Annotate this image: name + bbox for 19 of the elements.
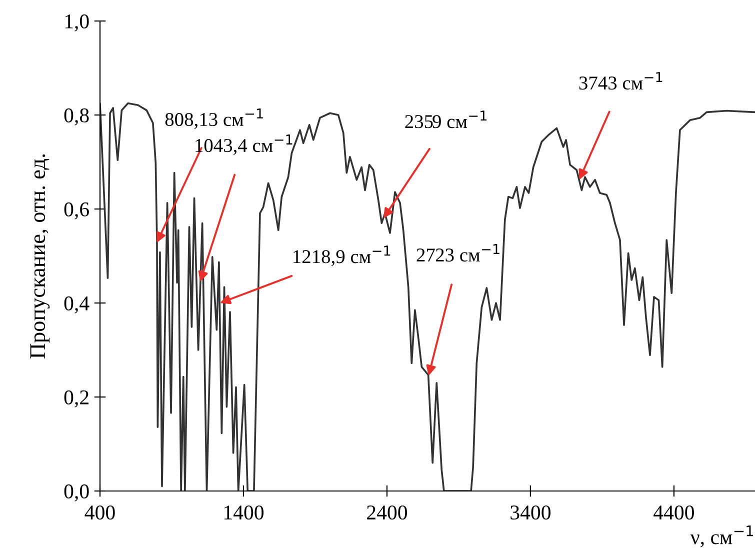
y-tick-label: 0,0 xyxy=(64,484,89,502)
y-tick-label: 1,0 xyxy=(65,14,89,32)
x-tick-label: 3400 xyxy=(510,505,550,520)
annotation: 3743 см$^{−1}$ xyxy=(579,72,662,90)
y-tick-label: 0,4 xyxy=(64,296,90,314)
annotation: 1043,4 см$^{−1}$ xyxy=(196,134,292,155)
x-tick-label: 400 xyxy=(84,505,115,520)
x-axis-title: ν, см$^{−1}$ xyxy=(690,525,754,548)
annotation: 1218,9 см$^{−1}$ xyxy=(294,246,390,266)
x-tick-label: 2400 xyxy=(367,505,408,520)
y-tick-label: 0,8 xyxy=(64,108,89,126)
y-axis-title: Пропускание, отн. ед. xyxy=(30,154,50,358)
annotation: 2723 см$^{−1}$ xyxy=(416,244,500,262)
annotation: 2359 см$^{−1}$ xyxy=(405,110,486,128)
x-tick-label: 1400 xyxy=(224,505,264,520)
x-tick-label: 4400 xyxy=(654,505,694,520)
y-tick-label: 0,2 xyxy=(64,390,88,408)
y-tick-label: 0,6 xyxy=(64,202,89,220)
annotation: 808,13 см$^{−1}$ xyxy=(165,108,263,129)
